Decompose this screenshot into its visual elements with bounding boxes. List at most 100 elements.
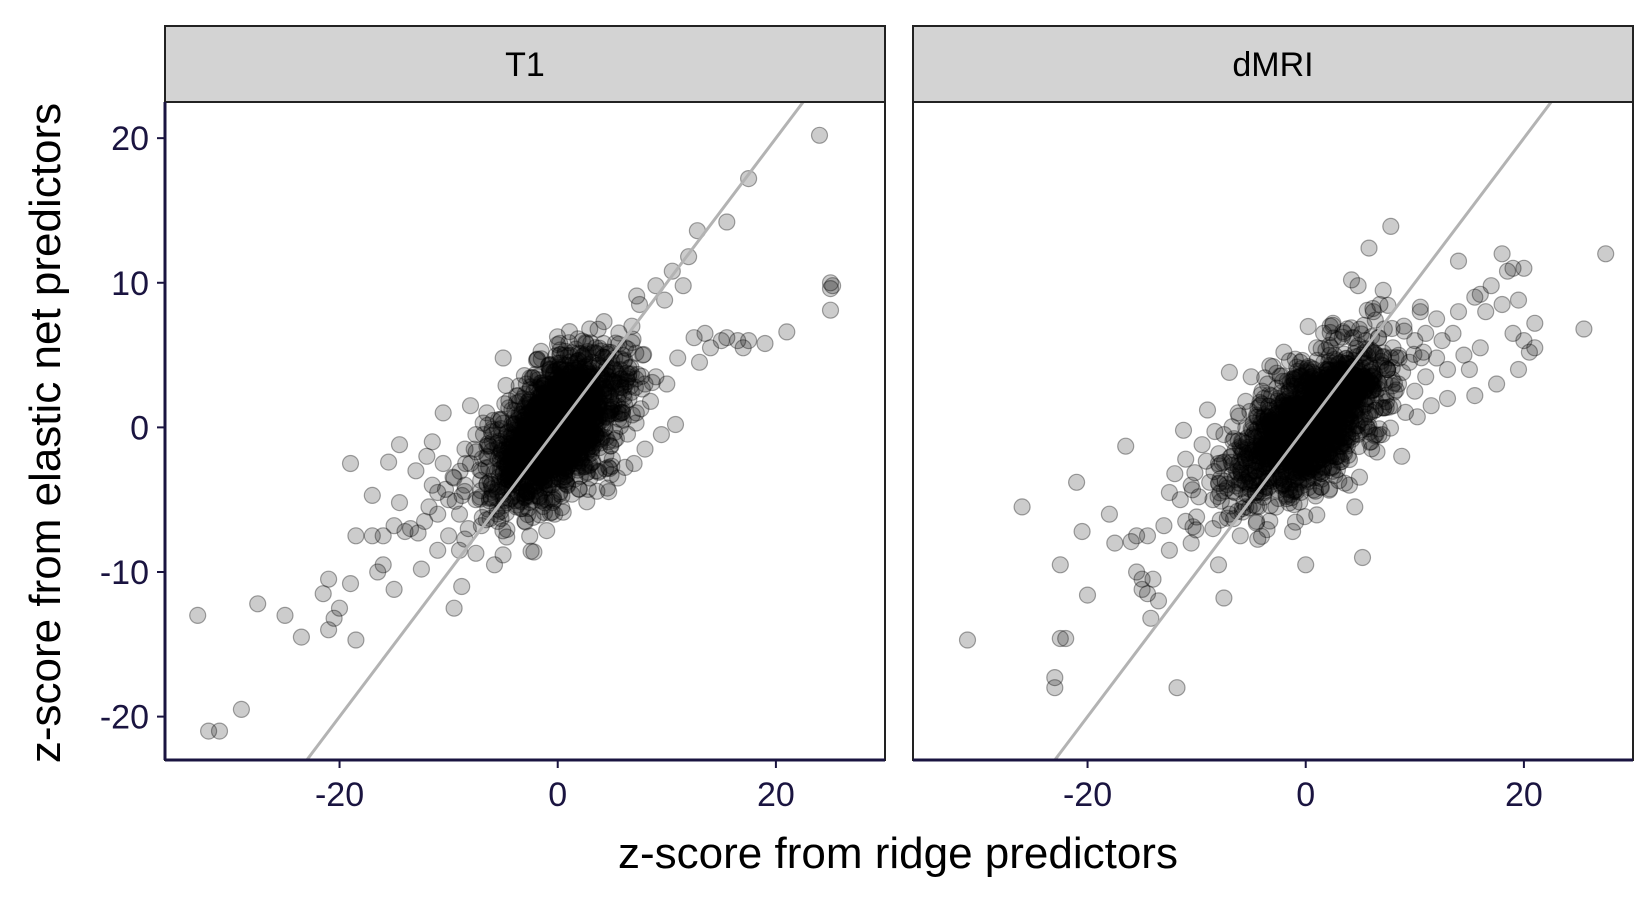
data-point bbox=[566, 452, 584, 470]
data-point bbox=[615, 352, 633, 370]
data-point bbox=[557, 421, 576, 440]
data-point bbox=[578, 431, 597, 449]
data-point bbox=[551, 370, 570, 388]
data-point bbox=[1237, 392, 1255, 410]
data-point bbox=[596, 403, 614, 421]
data-point bbox=[553, 435, 571, 453]
data-point bbox=[534, 403, 553, 421]
data-point bbox=[610, 410, 628, 428]
data-point bbox=[1201, 473, 1219, 491]
data-point bbox=[600, 483, 618, 501]
data-point bbox=[578, 420, 596, 438]
data-point bbox=[509, 427, 528, 445]
data-point bbox=[528, 399, 546, 417]
data-point bbox=[1283, 522, 1302, 541]
data-point bbox=[609, 386, 628, 404]
data-point bbox=[548, 397, 567, 415]
data-point bbox=[1384, 339, 1402, 357]
data-point bbox=[521, 527, 539, 545]
data-point bbox=[1487, 375, 1506, 393]
data-point bbox=[544, 488, 563, 506]
data-point bbox=[528, 402, 546, 420]
data-point bbox=[547, 416, 565, 434]
data-point bbox=[1422, 397, 1440, 415]
data-point bbox=[560, 334, 578, 352]
data-point bbox=[505, 449, 523, 467]
data-point bbox=[521, 432, 539, 450]
data-point bbox=[535, 480, 553, 499]
data-point bbox=[512, 428, 530, 446]
data-point bbox=[548, 468, 567, 486]
data-point bbox=[429, 505, 447, 523]
data-point bbox=[619, 368, 638, 386]
data-point bbox=[515, 488, 533, 506]
data-point bbox=[582, 397, 601, 416]
data-point bbox=[525, 543, 543, 561]
data-point bbox=[593, 411, 611, 430]
data-point bbox=[612, 404, 630, 422]
data-point bbox=[569, 429, 588, 447]
data-point bbox=[530, 469, 548, 487]
data-point bbox=[479, 436, 498, 454]
data-point bbox=[519, 477, 537, 495]
data-point bbox=[610, 324, 628, 342]
data-point bbox=[1171, 491, 1189, 509]
data-point bbox=[472, 471, 490, 489]
x-axis-label: z-score from ridge predictors bbox=[618, 829, 1178, 878]
data-point bbox=[598, 358, 616, 376]
data-point bbox=[578, 362, 597, 380]
data-point bbox=[610, 405, 629, 423]
data-point bbox=[555, 430, 573, 448]
data-point bbox=[1160, 541, 1179, 559]
data-point bbox=[617, 364, 636, 382]
data-point bbox=[429, 541, 447, 559]
data-point bbox=[1449, 303, 1468, 321]
data-point bbox=[1100, 505, 1119, 523]
data-point bbox=[577, 404, 595, 422]
data-point bbox=[515, 444, 533, 462]
data-point bbox=[478, 447, 496, 465]
data-point bbox=[1209, 556, 1228, 574]
data-point bbox=[564, 382, 582, 400]
data-point bbox=[566, 361, 585, 379]
data-point bbox=[581, 397, 600, 415]
data-point bbox=[1149, 592, 1168, 610]
data-point bbox=[568, 458, 587, 477]
data-point bbox=[958, 631, 977, 649]
data-point bbox=[541, 360, 559, 378]
data-point bbox=[810, 126, 829, 144]
data-point bbox=[573, 400, 591, 418]
data-point bbox=[570, 403, 588, 421]
data-point bbox=[517, 482, 535, 500]
data-point bbox=[632, 400, 650, 418]
data-point bbox=[1242, 368, 1260, 386]
data-point bbox=[1273, 440, 1291, 458]
data-point bbox=[1357, 389, 1375, 408]
data-point bbox=[554, 443, 573, 461]
data-point bbox=[534, 457, 553, 475]
data-point bbox=[581, 320, 599, 338]
data-point bbox=[540, 444, 558, 462]
data-point bbox=[1346, 498, 1364, 516]
data-point bbox=[1204, 491, 1222, 509]
data-point bbox=[1155, 517, 1173, 535]
data-point bbox=[498, 456, 516, 474]
data-point bbox=[541, 443, 560, 461]
data-point bbox=[1244, 426, 1263, 444]
data-point bbox=[1226, 483, 1244, 502]
data-point bbox=[566, 443, 584, 461]
data-point bbox=[533, 418, 551, 436]
data-point bbox=[498, 424, 516, 442]
data-point bbox=[561, 452, 579, 470]
data-point bbox=[718, 213, 736, 231]
data-point bbox=[525, 413, 543, 431]
data-point bbox=[542, 384, 561, 403]
data-point bbox=[412, 560, 430, 578]
data-point bbox=[601, 371, 619, 389]
data-point bbox=[573, 441, 591, 459]
y-tick-label: 20 bbox=[111, 120, 149, 158]
data-point bbox=[550, 382, 568, 400]
data-point bbox=[1144, 570, 1162, 588]
data-point bbox=[574, 411, 592, 429]
data-point bbox=[602, 437, 620, 455]
